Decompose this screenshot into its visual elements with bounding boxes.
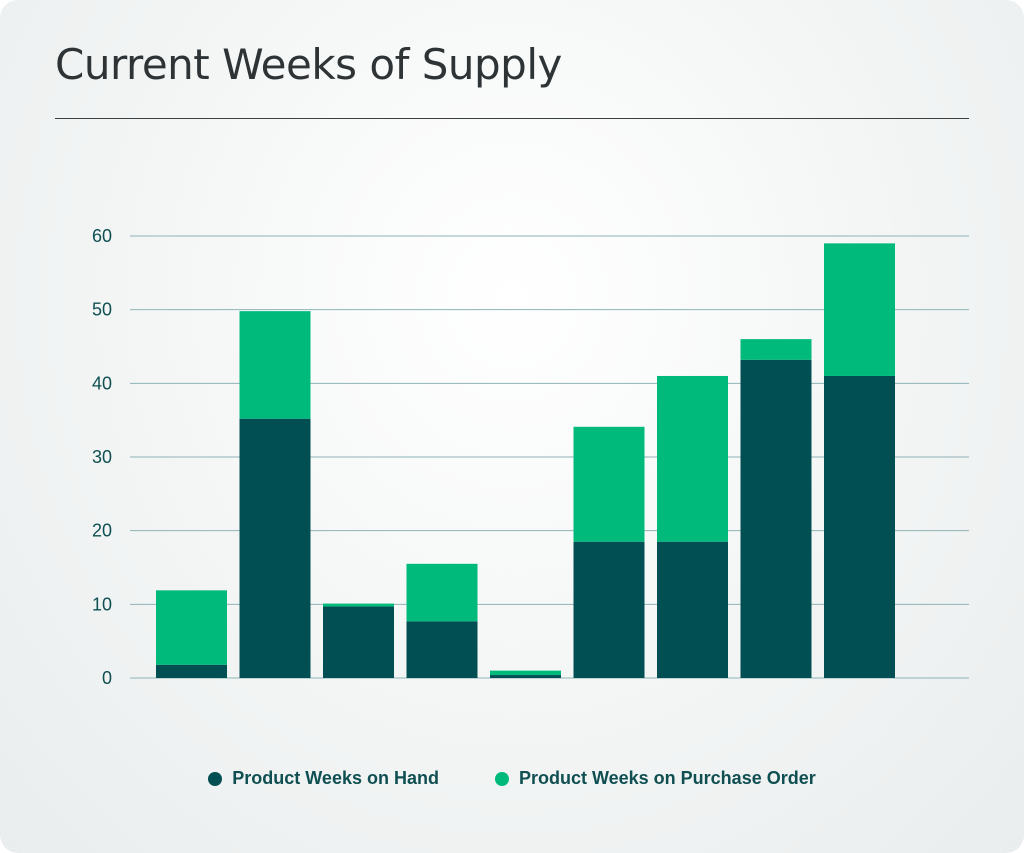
- bar-on-hand-4: [406, 621, 478, 678]
- chart-title: Current Weeks of Supply: [55, 40, 562, 89]
- bar-on-hand-5: [490, 675, 561, 678]
- bar-purchase-order-4: [406, 563, 478, 622]
- bars: [156, 243, 895, 678]
- legend-item-on-hand: Product Weeks on Hand: [208, 768, 439, 789]
- bar-on-hand-6: [573, 541, 645, 678]
- bar-on-hand-3: [323, 606, 394, 678]
- y-tick-label: 50: [92, 300, 112, 320]
- y-tick-label: 40: [92, 373, 112, 393]
- legend-item-purchase-order: Product Weeks on Purchase Order: [494, 768, 816, 789]
- bar-purchase-order-7: [657, 375, 728, 542]
- y-tick-label: 20: [92, 521, 112, 541]
- legend-swatch-on-hand: [208, 771, 223, 786]
- legend: Product Weeks on Hand Product Weeks on P…: [0, 768, 1024, 789]
- bar-purchase-order-3: [323, 603, 394, 607]
- bar-purchase-order-2: [239, 311, 311, 419]
- legend-label-purchase-order: Product Weeks on Purchase Order: [518, 768, 816, 788]
- bar-purchase-order-1: [156, 590, 227, 665]
- title-divider: [55, 118, 969, 119]
- y-tick-label: 30: [92, 447, 112, 467]
- bar-purchase-order-9: [824, 243, 895, 376]
- y-tick-label: 0: [102, 668, 112, 688]
- bar-purchase-order-6: [573, 426, 645, 542]
- bar-purchase-order-5: [490, 670, 561, 676]
- bar-on-hand-8: [740, 359, 812, 678]
- legend-label-on-hand: Product Weeks on Hand: [232, 768, 439, 788]
- bar-purchase-order-8: [740, 339, 812, 360]
- legend-swatch-purchase-order: [494, 771, 509, 786]
- y-tick-label: 60: [92, 226, 112, 246]
- bar-on-hand-2: [239, 418, 311, 678]
- y-axis-ticks: 0 10 20 30 40 50 60: [92, 226, 112, 688]
- bar-on-hand-1: [156, 664, 227, 678]
- bar-on-hand-9: [824, 375, 895, 678]
- bar-on-hand-7: [657, 541, 728, 678]
- y-tick-label: 10: [92, 594, 112, 614]
